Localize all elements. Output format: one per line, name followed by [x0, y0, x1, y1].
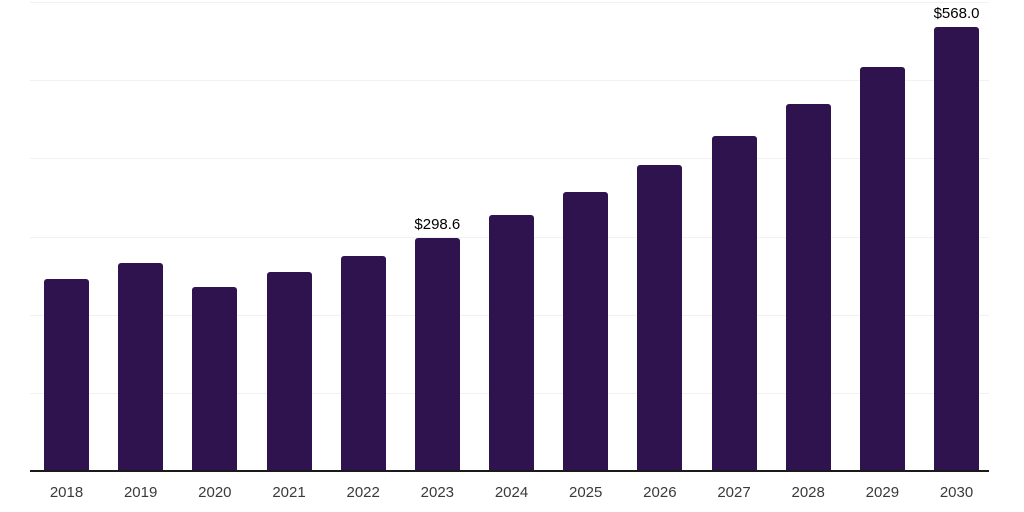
x-axis-line — [30, 470, 989, 472]
bar-2028 — [785, 104, 831, 471]
plot-area — [30, 2, 989, 471]
bar-2025 — [563, 191, 609, 471]
bar-2020 — [192, 286, 238, 471]
gridline-600 — [30, 2, 989, 3]
x-axis-label-2025: 2025 — [569, 484, 603, 501]
x-axis-label-2024: 2024 — [494, 484, 529, 501]
x-axis-label-2029: 2029 — [865, 484, 900, 501]
bar-2027 — [711, 135, 757, 471]
x-axis-label-2026: 2026 — [643, 484, 677, 501]
x-axis-label-2030: 2030 — [939, 484, 974, 501]
x-axis-label-2018: 2018 — [49, 484, 84, 501]
bar-2019 — [118, 263, 164, 471]
bar-2018 — [44, 279, 89, 471]
x-axis-label-2019: 2019 — [123, 484, 158, 501]
x-axis-label-2023: 2023 — [420, 484, 455, 501]
x-axis-label-2022: 2022 — [346, 484, 380, 501]
gridline-400 — [30, 158, 989, 160]
bar-2022 — [340, 255, 386, 471]
bar-value-label-2023: $298.6 — [414, 215, 461, 233]
bar-value-label-2030: $568.0 — [933, 5, 980, 22]
bar-2021 — [266, 271, 312, 471]
gridline-500 — [30, 80, 989, 82]
x-axis-label-2021: 2021 — [272, 484, 306, 501]
bar-2023 — [414, 237, 460, 471]
x-axis-label-2027: 2027 — [717, 484, 751, 501]
x-axis-label-2020: 2020 — [198, 484, 232, 501]
bar-2029 — [859, 66, 905, 471]
bar-2026 — [637, 164, 683, 471]
x-axis-label-2028: 2028 — [791, 484, 825, 501]
bar-2024 — [489, 215, 535, 471]
bar-2030 — [934, 27, 980, 471]
